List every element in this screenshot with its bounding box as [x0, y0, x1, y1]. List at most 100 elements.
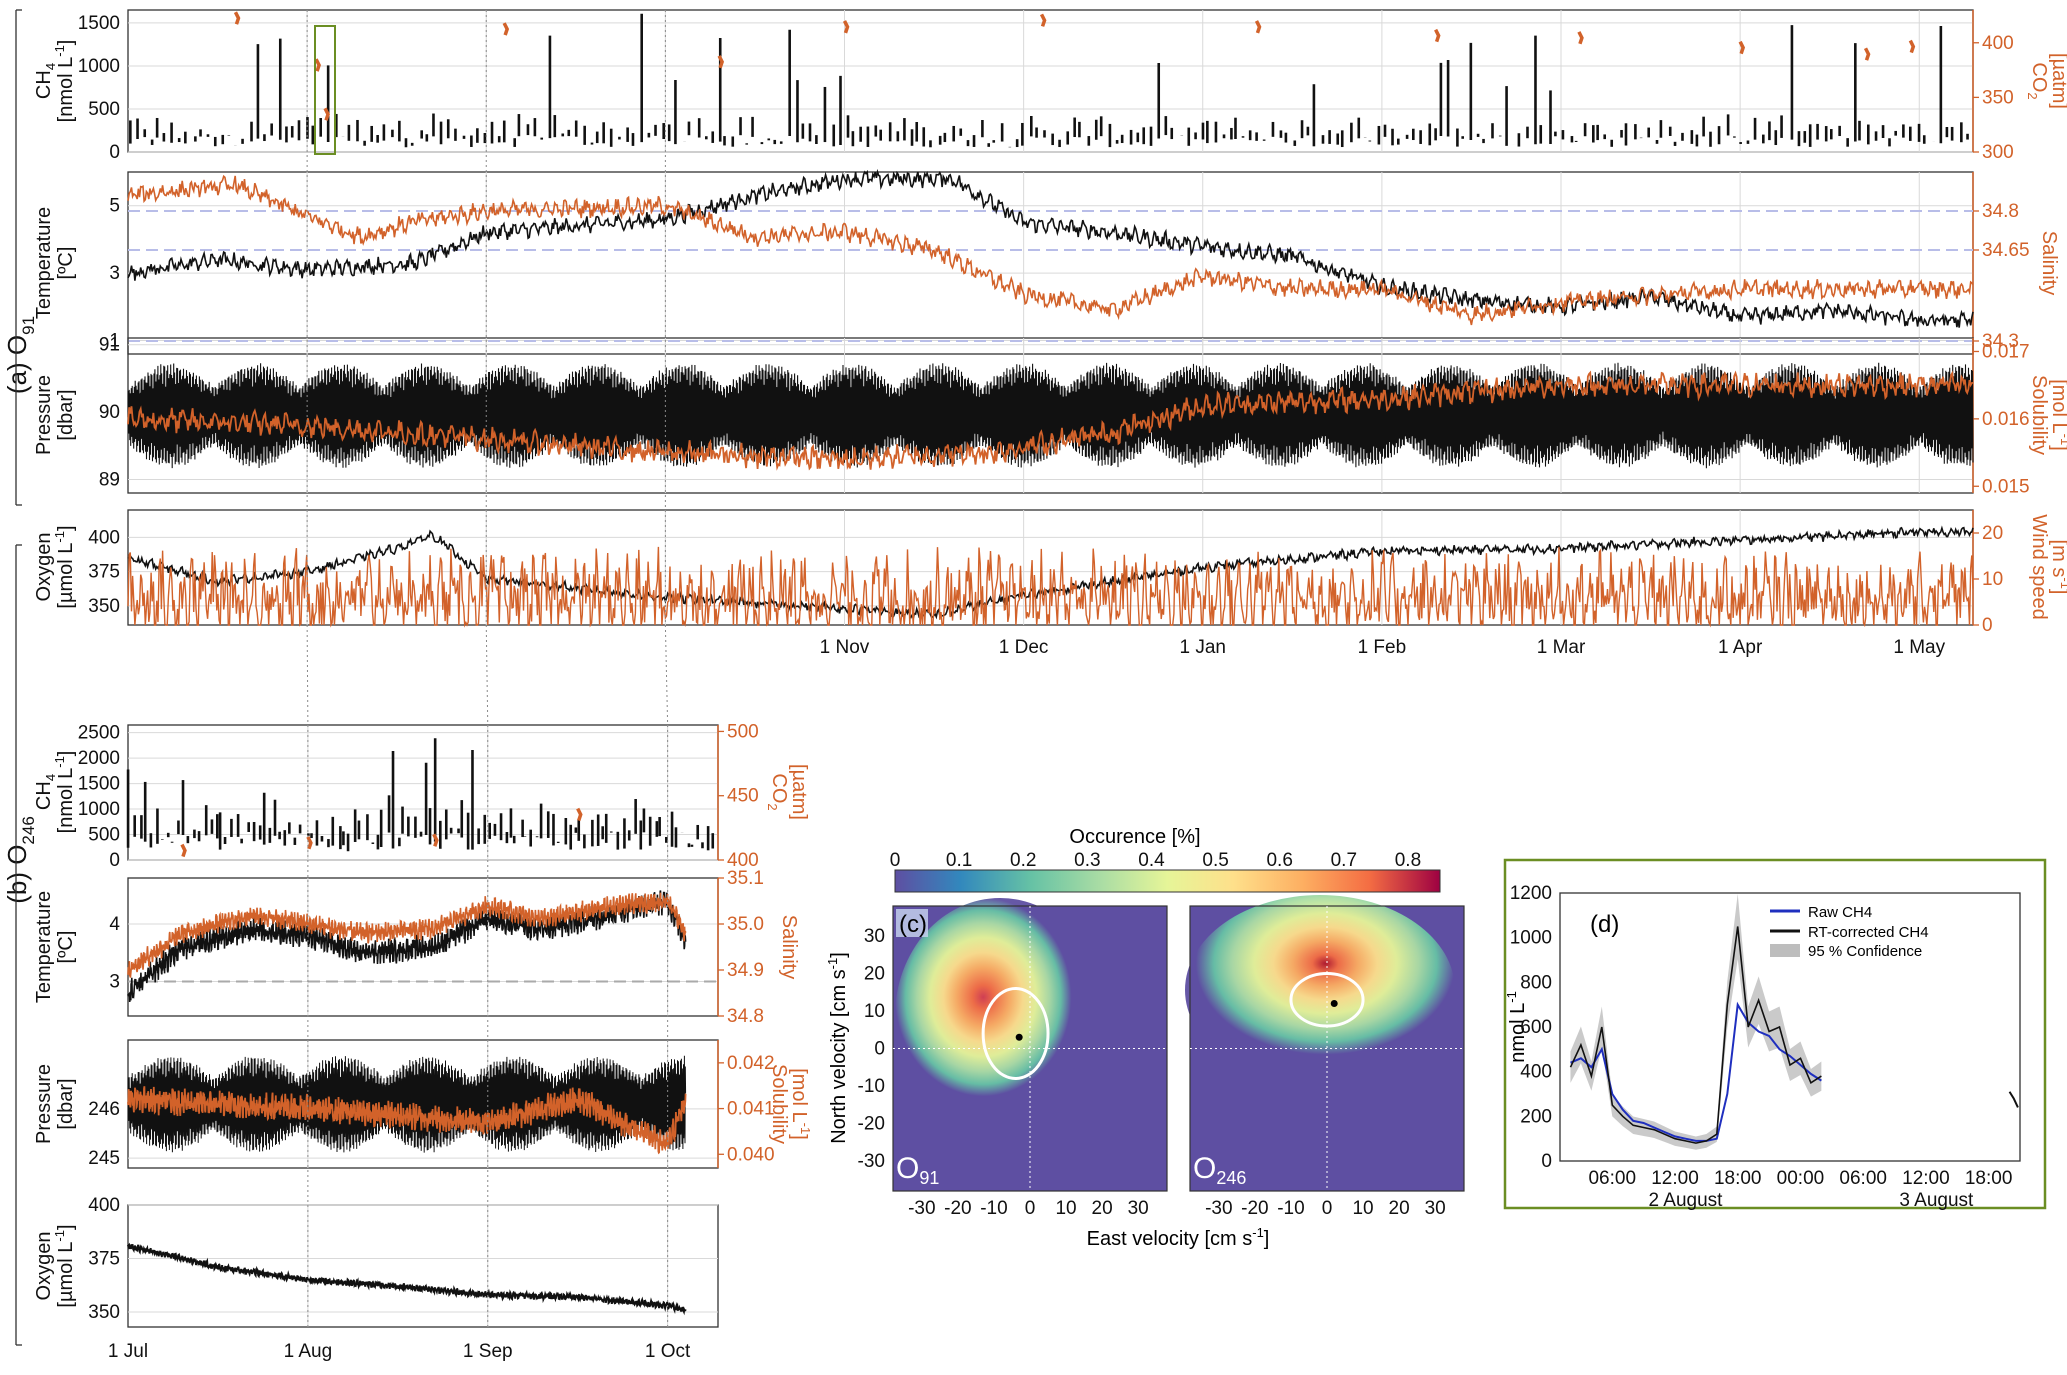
heatmap-xtick-label: -20	[1241, 1198, 1268, 1219]
panel-b-label-sub: 246	[19, 816, 38, 844]
a4-ytick-label: 350	[88, 596, 120, 617]
b1-y2label-units: [µatm]	[788, 764, 810, 820]
b3-ylabel: Pressure	[33, 1064, 55, 1144]
co2-segment	[576, 807, 583, 822]
b1-y2tick-label: 500	[727, 721, 759, 742]
panel-c-label: (c)	[899, 911, 927, 938]
legend-conf-label: 95 % Confidence	[1808, 943, 1922, 960]
heatmap-ytick-label: -20	[858, 1114, 885, 1135]
pressure-line	[127, 362, 1974, 469]
solubility-line	[127, 1086, 687, 1155]
b2-ylabel-units: [ºC]	[55, 931, 77, 964]
b2-ytick-label: 3	[109, 972, 120, 993]
month-connector	[306, 624, 309, 726]
b3-ylabel-units: [dbar]	[55, 1078, 77, 1129]
legend-rt-label: RT-corrected CH4	[1808, 924, 1929, 941]
heatmap-xtick-label: -20	[944, 1198, 971, 1219]
co2-segment	[1908, 39, 1916, 54]
a2-ytick-label: 1	[109, 331, 120, 352]
mean-velocity-point	[1330, 1000, 1338, 1007]
heatmap-xtick-label: 0	[1025, 1198, 1036, 1219]
b1-ytick-label: 500	[88, 825, 120, 846]
a3-ytick-label: 89	[99, 470, 120, 491]
d-xtick-label: 12:00	[1902, 1168, 1950, 1189]
colorbar-tick-label: 0.2	[1010, 850, 1036, 871]
a4-y2tick-label: 10	[1982, 569, 2003, 590]
a4-ylabel: Oxygen	[33, 533, 55, 602]
b1-y2tick-label: 400	[727, 850, 759, 871]
heatmap-xtick-label: 10	[1055, 1198, 1076, 1219]
b4-ytick-label: 350	[88, 1302, 120, 1323]
a-xtick-label: 1 Mar	[1537, 637, 1586, 658]
a3-ytick-label: 91	[99, 335, 120, 356]
heatmap-xtick-label: 0	[1322, 1198, 1333, 1219]
chart-a-pressure: Pressure [dbar] Solubility [mol L-1] 89 9…	[33, 335, 2067, 498]
b-xtick-label: 1 Aug	[284, 1341, 333, 1362]
d-ytick-label: 400	[1520, 1062, 1552, 1083]
heatmap-o246-density	[1185, 895, 1455, 1085]
b1-ytick-label: 1000	[78, 799, 120, 820]
variance-ellipse	[1289, 972, 1365, 1028]
svg-text:(b) O246: (b) O246	[2, 816, 38, 904]
heatmap-xtick-label: 10	[1352, 1198, 1373, 1219]
panel-b-label-main: (b) O	[2, 845, 32, 904]
a3-y2tick-label: 0.016	[1982, 409, 2030, 430]
a1-ytick-label: 500	[88, 99, 120, 120]
colorbar-ticks: 0 0.1 0.2 0.3 0.4 0.5 0.6 0.7 0.8	[890, 850, 1421, 871]
mean-velocity-point	[1015, 1033, 1023, 1041]
co2-segment	[1039, 13, 1047, 27]
panel-b-label: (b) O246	[2, 816, 38, 904]
colorbar	[894, 869, 1441, 893]
month-connector	[664, 624, 669, 726]
colorbar-tick-label: 0.5	[1202, 850, 1228, 871]
a2-ytick-label: 5	[109, 196, 120, 217]
colorbar-tick-label: 0.3	[1074, 850, 1100, 871]
co2-segment	[1254, 20, 1262, 34]
colorbar-tick-label: 0.7	[1331, 850, 1357, 871]
rt-corrected-ch4-tail	[2008, 1091, 2019, 1108]
legend-raw-label: Raw CH4	[1808, 904, 1872, 921]
b-xtick-label: 1 Oct	[645, 1341, 691, 1362]
b4-ytick-label: 375	[88, 1249, 120, 1270]
d-xtick-label: 18:00	[1714, 1168, 1762, 1189]
b1-ytick-label: 0	[109, 850, 120, 871]
colorbar-tick-label: 0.8	[1395, 850, 1421, 871]
svg-text:(a) O91: (a) O91	[2, 316, 38, 394]
b3-y2label: Solubility	[768, 1064, 790, 1144]
heatmap-xtick-label: -30	[908, 1198, 935, 1219]
panel-d-border	[1503, 858, 2047, 1210]
a4-y2label-units: [m s-1]	[2048, 540, 2067, 595]
a2-y2tick-label: 34.65	[1982, 240, 2030, 261]
d-ytick-label: 0	[1541, 1151, 1552, 1172]
chart-b-ch4: CH4 [nmol L-1] CO2 [µatm] 0 500 1000 1500 20…	[33, 721, 810, 871]
heatmap-ylabel: North velocity [cm s-1]	[825, 952, 850, 1144]
chart-c-velocity-heatmaps: Occurence [%] 0 0.1 0.2 0.3 0.4 0.5 0.6 0.7 0.8 …	[825, 826, 1465, 1250]
panel-d-label: (d)	[1590, 911, 1619, 938]
salinity-line	[127, 892, 687, 978]
a-xtick-label: 1 Feb	[1358, 637, 1407, 658]
pressure-line	[127, 1055, 687, 1153]
a4-y2tick-label: 0	[1982, 615, 1993, 636]
heatmap-o91-density	[895, 898, 1105, 1134]
b1-ytick-label: 2500	[78, 723, 120, 744]
colorbar-tick-label: 0	[890, 850, 901, 871]
a1-y2tick-label: 300	[1982, 142, 2014, 163]
d-ytick-label: 1200	[1510, 883, 1552, 904]
d-xtick-label: 06:00	[1588, 1168, 1636, 1189]
a4-y2label: Wind speed	[2028, 514, 2050, 620]
heatmap-xtick-label: 20	[1092, 1198, 1113, 1219]
chart-b-pressure: Pressure [dbar] Solubility [mol L-1] 245…	[33, 1039, 813, 1169]
rt-corrected-ch4-line	[1569, 926, 1822, 1144]
co2-segment	[233, 11, 241, 25]
a-xtick-label: 1 Jan	[1180, 637, 1226, 658]
heatmap-ytick-label: 30	[864, 926, 885, 947]
b1-ylabel-units: [nmol L-1]	[52, 751, 77, 834]
a1-y2label-units: [µatm]	[2048, 53, 2067, 109]
a1-ylabel: CH4	[33, 63, 58, 99]
heatmap-ytick-label: 10	[864, 1001, 885, 1022]
b3-y2tick-label: 0.041	[727, 1099, 775, 1120]
colorbar-tick-label: 0.1	[946, 850, 972, 871]
d-xtick-label: 12:00	[1651, 1168, 1699, 1189]
panel-a-label-sub: 91	[19, 316, 38, 335]
co2-segment	[717, 55, 725, 69]
